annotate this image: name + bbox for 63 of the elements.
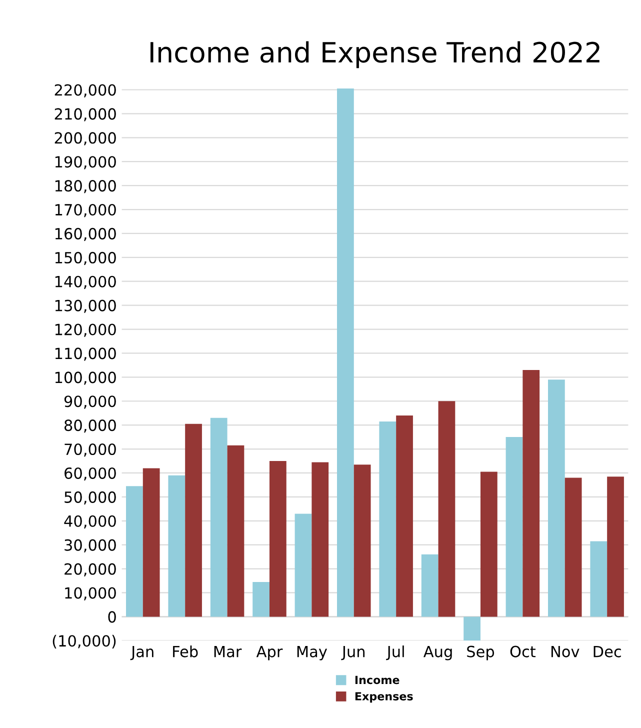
y-tick-label: 190,000 — [55, 156, 116, 170]
bar — [337, 88, 354, 617]
y-tick-label: 50,000 — [64, 491, 116, 505]
y-tick-label: 120,000 — [55, 324, 116, 337]
bar — [168, 475, 186, 617]
legend-label: Income — [355, 676, 400, 684]
x-tick-label: Oct — [510, 646, 536, 658]
bar — [421, 554, 438, 617]
x-tick-label: Jan — [130, 646, 154, 660]
y-tick-label: 10,000 — [65, 587, 116, 600]
bar — [506, 437, 523, 617]
y-tick-label: 60,000 — [64, 467, 116, 481]
y-tick-label: 220,000 — [54, 84, 116, 98]
x-tick-label: Apr — [256, 646, 283, 660]
bar — [607, 476, 624, 617]
x-tick-label: Mar — [214, 646, 242, 658]
y-tick-label: 150,000 — [55, 252, 116, 265]
y-tick-label: 70,000 — [64, 443, 116, 457]
bar — [252, 582, 270, 617]
y-tick-label: 210,000 — [54, 108, 116, 122]
y-tick-label: (10,000) — [52, 634, 116, 648]
y-tick-label: 0 — [108, 611, 116, 623]
x-tick-label: Feb — [173, 646, 198, 658]
y-tick-label: 30,000 — [64, 539, 116, 552]
y-tick-label: 200,000 — [54, 132, 116, 146]
y-tick-label: 130,000 — [55, 300, 116, 313]
y-tick-label: 140,000 — [55, 276, 116, 289]
bar — [210, 418, 228, 617]
bar — [185, 424, 202, 617]
y-tick-label: 160,000 — [55, 228, 116, 242]
bar — [126, 486, 143, 617]
x-tick-label: May — [297, 646, 328, 660]
bar — [522, 370, 540, 617]
y-tick-label: 170,000 — [55, 204, 116, 218]
x-tick-label: Aug — [423, 646, 452, 660]
y-tick-label: 20,000 — [64, 563, 116, 576]
bar — [312, 462, 329, 617]
bar — [294, 514, 312, 617]
bar — [564, 478, 582, 617]
bar — [548, 380, 565, 617]
x-tick-label: Nov — [551, 646, 580, 658]
bar — [396, 415, 413, 617]
bar — [269, 461, 286, 617]
bar — [227, 445, 244, 617]
y-tick-label: 100,000 — [55, 372, 116, 385]
x-tick-label: Jul — [386, 646, 404, 660]
y-tick-label: 180,000 — [55, 180, 116, 194]
bar — [464, 616, 480, 641]
x-tick-label: Jun — [341, 646, 365, 660]
legend-label: Expenses — [355, 692, 413, 703]
x-tick-label: Dec — [594, 646, 621, 658]
y-tick-label: 90,000 — [64, 396, 116, 409]
chart-title: Income and Expense Trend 2022 — [150, 41, 600, 68]
bar — [379, 421, 396, 617]
y-tick-label: 40,000 — [64, 515, 116, 528]
bar — [438, 401, 456, 617]
y-tick-label: 110,000 — [55, 348, 116, 361]
bar — [590, 541, 608, 617]
bar — [142, 468, 160, 617]
bar — [354, 464, 371, 617]
y-tick-label: 80,000 — [64, 420, 116, 433]
bar — [480, 472, 498, 617]
x-tick-label: Sep — [467, 646, 494, 660]
